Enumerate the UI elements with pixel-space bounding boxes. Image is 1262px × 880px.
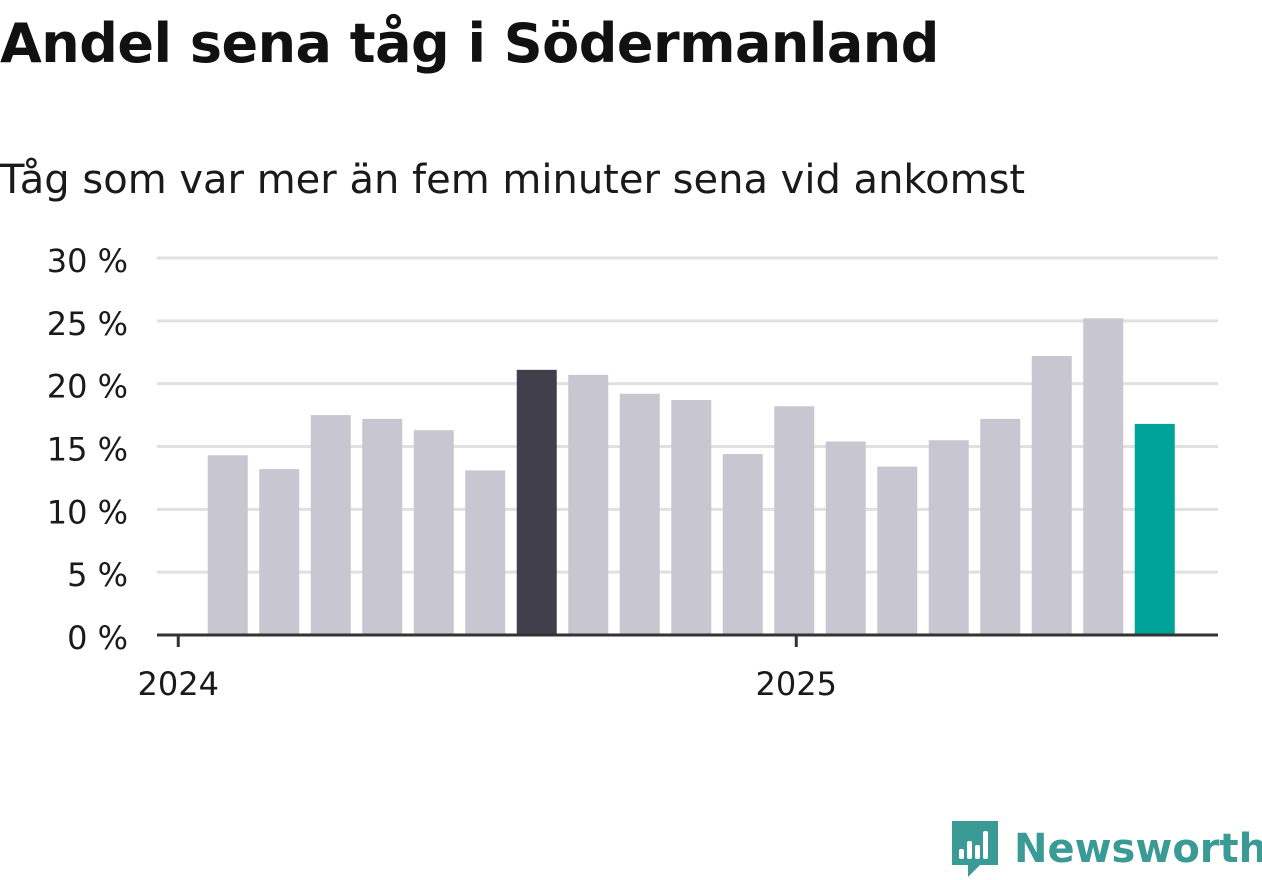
bar (1083, 318, 1124, 635)
x-tick-label: 2025 (756, 665, 837, 703)
bar (413, 430, 454, 635)
chart-subtitle: Tåg som var mer än fem minuter sena vid … (0, 157, 1026, 203)
y-tick-label: 5 % (67, 556, 128, 594)
brand-name: Newsworthy (1014, 826, 1262, 872)
x-tick-label: 2024 (138, 665, 219, 703)
bar (207, 455, 248, 635)
bar (1134, 423, 1175, 635)
newsworthy-bar-chart-logo-icon (952, 821, 998, 877)
bar (774, 406, 815, 635)
bar-chart: 0 % 5 % 10 % 15 % 20 % 25 % 30 % 2024 2025 (47, 242, 1218, 703)
bar (362, 418, 403, 635)
bar (722, 454, 763, 635)
chart-title: Andel sena tåg i Södermanland (0, 12, 939, 75)
bar (877, 466, 918, 635)
y-tick-label: 20 % (47, 368, 128, 406)
axis-labels: 0 % 5 % 10 % 15 % 20 % 25 % 30 % 2024 2025 (47, 242, 837, 703)
bar (825, 441, 866, 635)
bars (207, 318, 1175, 635)
y-tick-label: 30 % (47, 242, 128, 280)
bar (619, 393, 660, 635)
bar (259, 469, 300, 635)
bar (928, 440, 969, 635)
y-tick-label: 0 % (67, 619, 128, 657)
brand-signature: Newsworthy (950, 818, 1262, 880)
bar (465, 470, 506, 635)
x-axis (157, 633, 1218, 647)
bar (310, 415, 351, 635)
bar (568, 374, 609, 635)
bar (516, 369, 557, 635)
y-tick-label: 25 % (47, 305, 128, 343)
y-tick-label: 10 % (47, 493, 128, 531)
bar (671, 400, 712, 635)
y-tick-label: 15 % (47, 431, 128, 469)
bar (1031, 356, 1072, 635)
bar (980, 418, 1021, 635)
